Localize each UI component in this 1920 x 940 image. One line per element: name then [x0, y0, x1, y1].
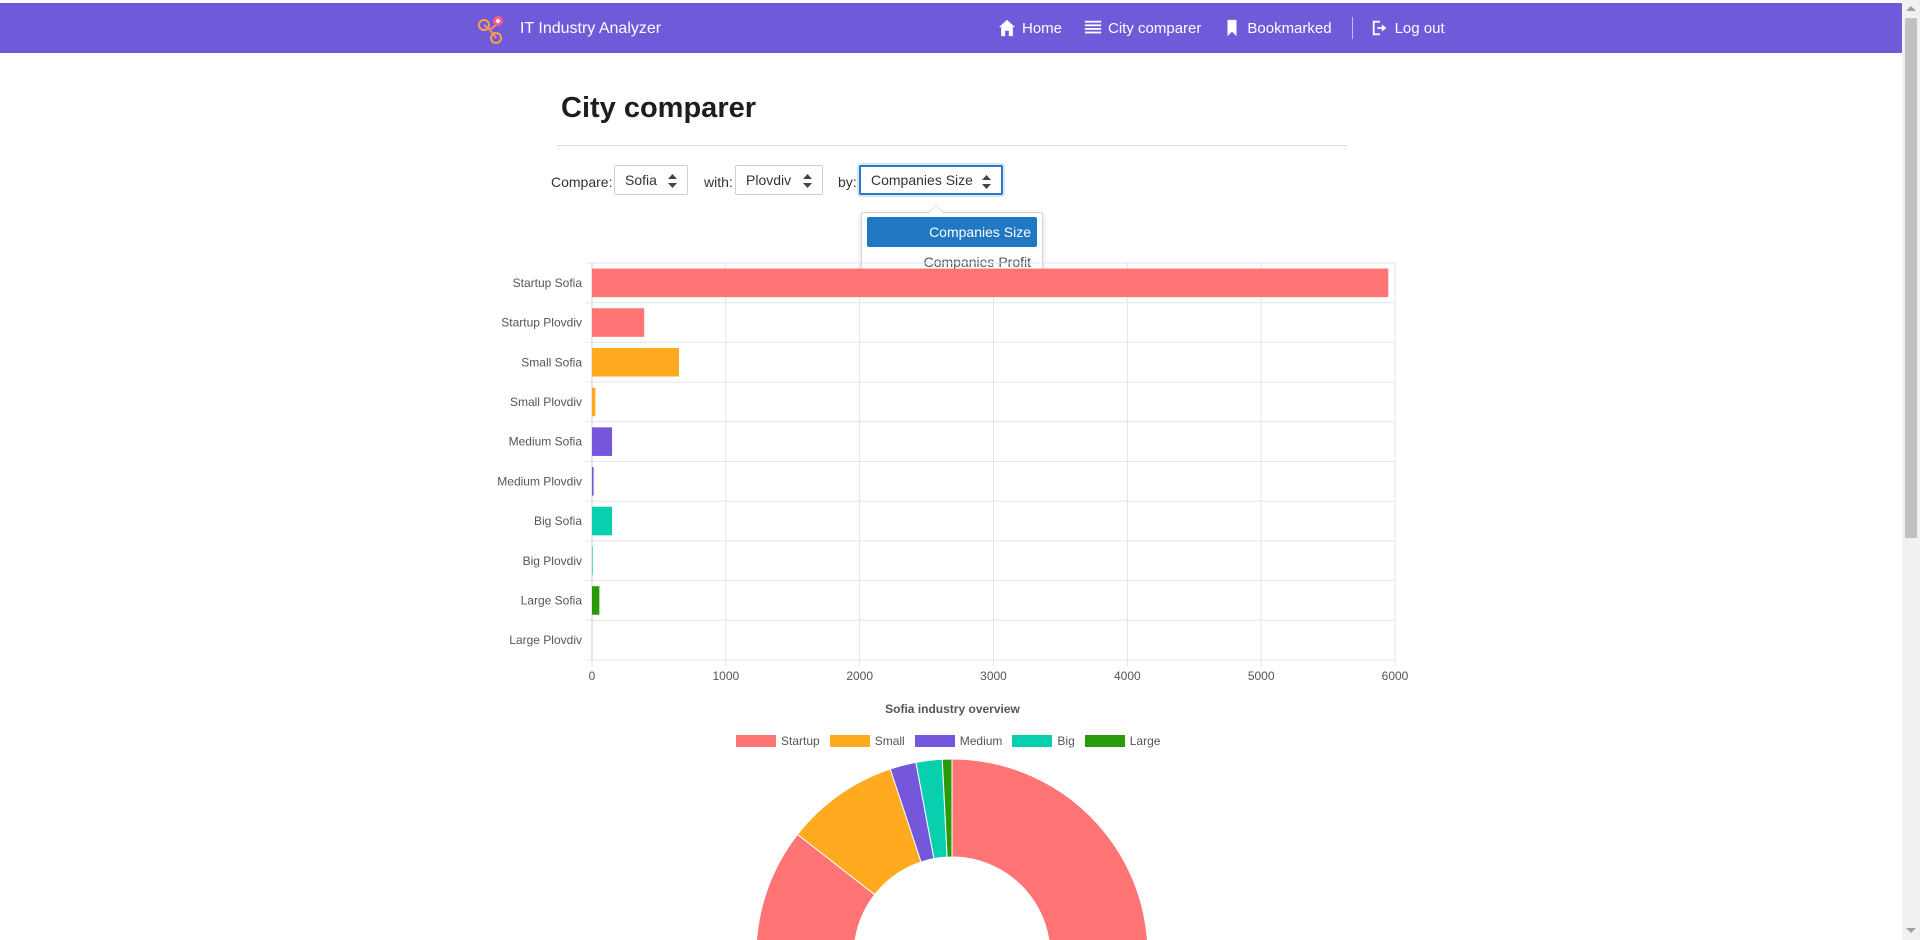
page-title: City comparer [561, 92, 757, 124]
compare-city-select[interactable]: Sofia [614, 165, 688, 195]
legend-swatch [914, 735, 955, 747]
by-metric-value: Companies Size [871, 172, 973, 188]
main-nav: Home City comparer Bookmarked Log out [998, 3, 1467, 53]
legend-item[interactable]: Large [1084, 734, 1161, 748]
x-tick-label: 0 [589, 669, 596, 683]
legend-label: Startup [781, 734, 820, 748]
brand[interactable]: IT Industry Analyzer [476, 14, 661, 44]
legend-swatch [1012, 735, 1053, 747]
y-tick-label: Small Sofia [521, 355, 582, 369]
legend-item[interactable]: Big [1012, 734, 1075, 748]
compare-label: Compare: [551, 174, 613, 190]
option-companies-size[interactable]: Companies Size [867, 217, 1037, 247]
by-label: by: [838, 174, 857, 190]
donut-slice[interactable] [796, 768, 922, 896]
legend-label: Small [874, 734, 905, 748]
legend-swatch [736, 735, 776, 747]
legend-item[interactable]: Startup [736, 734, 820, 748]
x-tick-label: 2000 [846, 669, 873, 683]
x-tick-label: 1000 [712, 669, 739, 683]
title-divider [557, 145, 1347, 146]
x-tick-label: 4000 [1114, 669, 1141, 683]
list-icon [1084, 20, 1102, 34]
bar[interactable] [592, 467, 594, 496]
bar[interactable] [592, 268, 1389, 298]
donut-slice[interactable] [915, 758, 948, 860]
select-arrows-icon [668, 174, 677, 188]
y-tick-label: Big Sofia [534, 514, 582, 528]
legend-swatch [829, 735, 870, 747]
y-tick-label: Large Plovdiv [509, 633, 582, 647]
scroll-down-arrow-icon[interactable] [1906, 928, 1916, 933]
bar-chart: Startup Sofia Startup Plovdiv Small Sofia S… [497, 262, 1409, 683]
y-tick-label: Small Plovdiv [510, 395, 582, 409]
bar[interactable] [592, 347, 679, 377]
bar[interactable] [592, 506, 613, 536]
donut-chart-title: Sofia industry overview [885, 702, 1020, 716]
legend-item[interactable]: Medium [914, 734, 1003, 748]
scrollbar-thumb[interactable] [1905, 18, 1917, 538]
legend-label: Large [1129, 734, 1161, 748]
with-city-value: Plovdiv [746, 172, 792, 188]
app-title: IT Industry Analyzer [520, 20, 662, 37]
nav-city-comparer-label: City comparer [1108, 19, 1202, 37]
y-tick-label: Medium Sofia [509, 435, 583, 449]
nav-bookmarked[interactable]: Bookmarked [1223, 19, 1332, 37]
donut-slice[interactable] [756, 758, 1148, 940]
legend-swatch [1084, 735, 1125, 747]
legend-label: Big [1057, 734, 1075, 748]
compare-city-value: Sofia [625, 172, 657, 188]
bookmark-icon [1227, 19, 1237, 37]
logout-icon [1372, 20, 1386, 36]
with-city-select[interactable]: Plovdiv [735, 165, 823, 195]
nav-bookmarked-label: Bookmarked [1247, 19, 1332, 37]
bar[interactable] [592, 586, 600, 615]
y-tick-label: Big Plovdiv [523, 554, 582, 568]
by-metric-select[interactable]: Companies Size [859, 165, 1003, 195]
nav-logout-label: Log out [1394, 19, 1445, 37]
y-tick-label: Startup Plovdiv [501, 316, 582, 330]
nav-logout[interactable]: Log out [1371, 19, 1445, 37]
x-tick-label: 6000 [1382, 669, 1409, 683]
option-companies-profit[interactable]: Companies Profit [923, 254, 1031, 270]
top-navbar: IT Industry Analyzer Home City comparer … [0, 3, 1902, 53]
x-tick-label: 5000 [1248, 669, 1275, 683]
home-icon [998, 19, 1016, 37]
bar[interactable] [592, 546, 593, 576]
select-arrows-icon [982, 175, 991, 189]
donut-slice[interactable] [889, 761, 935, 863]
donut-legend: Startup Small Medium Big Large [736, 734, 1160, 748]
y-tick-label: Startup Sofia [513, 276, 583, 290]
legend-item[interactable]: Small [829, 734, 905, 748]
x-tick-label: 3000 [980, 669, 1007, 683]
select-arrows-icon [803, 174, 812, 188]
donut-slice[interactable] [941, 758, 953, 858]
scroll-up-arrow-icon[interactable] [1906, 6, 1916, 11]
y-tick-label: Medium Plovdiv [497, 474, 582, 488]
with-label: with: [704, 174, 733, 190]
y-tick-label: Large Sofia [521, 593, 583, 607]
nav-home[interactable]: Home [998, 19, 1062, 37]
nav-home-label: Home [1022, 19, 1063, 37]
x-gridlines [586, 262, 1396, 666]
bar[interactable] [592, 387, 596, 417]
bar[interactable] [592, 427, 613, 456]
app-logo-icon [478, 16, 503, 44]
bar[interactable] [592, 308, 645, 337]
legend-label: Medium [959, 734, 1003, 748]
nav-city-comparer[interactable]: City comparer [1084, 19, 1201, 37]
nav-divider [1351, 17, 1353, 39]
